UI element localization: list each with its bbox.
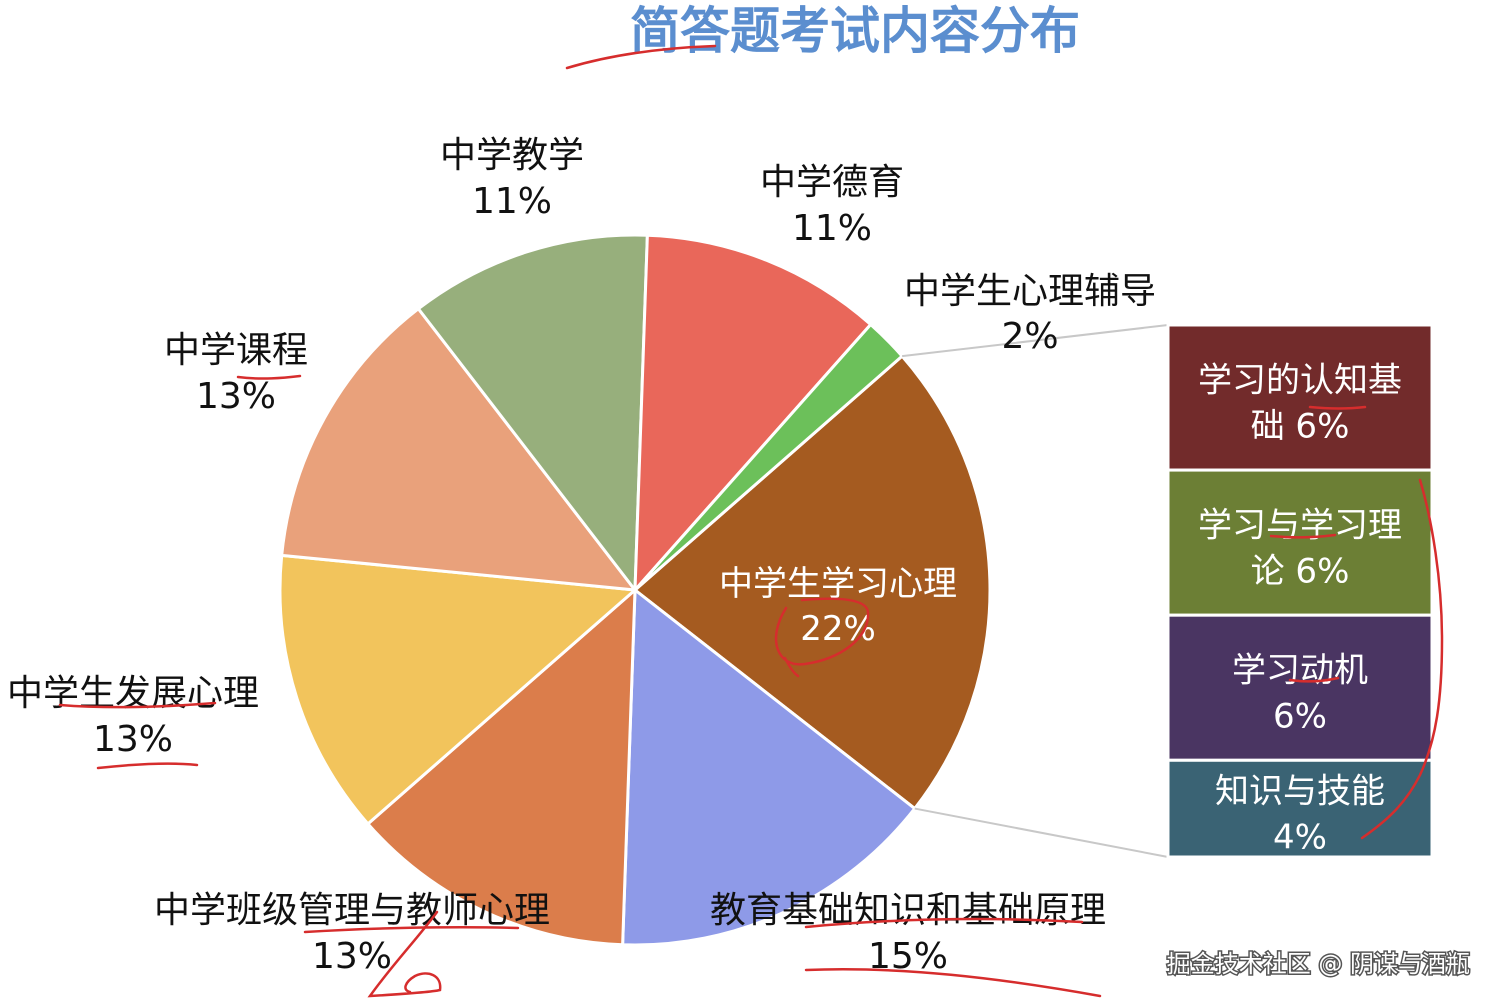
pie-slice-1 (621, 587, 917, 947)
annotation-stroke-0 (565, 44, 717, 70)
pie-slices (278, 233, 992, 947)
annotation-stroke-2 (58, 701, 217, 709)
slice-label-6: 中学德育 (760, 162, 904, 203)
pie-slice-0 (632, 354, 992, 811)
annotation-stroke-13 (1360, 478, 1444, 840)
pie-slice-3 (278, 553, 639, 826)
breakdown-segment-2 (1166, 613, 1434, 762)
slice-value-label-0: 22% (800, 609, 876, 649)
breakdown-segment-1 (1166, 468, 1434, 617)
pie-slice-4 (280, 306, 639, 592)
breakdown-label-2: 学习动机 (1232, 651, 1368, 691)
slice-label-0: 中学生学习心理 (719, 564, 957, 604)
slice-value-label-4: 13% (196, 376, 276, 417)
connector-top (901, 324, 1169, 358)
slice-value-label-5: 11% (472, 181, 552, 222)
breakdown-value-3: 4% (1273, 818, 1327, 858)
breakdown-value-2: 6% (1273, 697, 1327, 737)
slice-label-5: 中学教学 (440, 135, 584, 176)
breakdown-label-0: 学习的认知基 (1198, 361, 1402, 401)
annotation-stroke-7 (774, 597, 870, 666)
annotation-stroke-1 (236, 374, 302, 380)
slice-label-4: 中学课程 (164, 330, 308, 371)
slice-value-label-2: 13% (312, 936, 392, 977)
slice-value-label-7: 2% (1001, 316, 1058, 357)
annotation-stroke-12 (1308, 405, 1367, 410)
pie-slice-5 (416, 233, 649, 595)
breakdown-label-3: 知识与技能 (1215, 772, 1385, 812)
breakdown-connectors (901, 324, 1169, 858)
connector-bottom (914, 807, 1169, 858)
annotation-stroke-8 (783, 656, 800, 678)
slice-label-7: 中学生心理辅导 (904, 271, 1156, 312)
breakdown-segment-3 (1166, 758, 1434, 859)
annotation-stroke-3 (96, 762, 199, 770)
pie-slice-7 (633, 322, 905, 592)
breakdown-value-0: 础 6% (1251, 407, 1350, 447)
slice-value-label-3: 13% (93, 719, 173, 760)
pie-slice-6 (633, 233, 873, 595)
breakdown-value-1: 论 6% (1251, 552, 1350, 592)
annotation-stroke-4 (303, 925, 520, 934)
watermark-text: 掘金技术社区 @ 阴谋与酒瓶 (1167, 950, 1470, 978)
slice-labels: 中学生学习心理22%教育基础知识和基础原理15%中学班级管理与教师心理13%中学… (7, 135, 1156, 977)
chart-title: 简答题考试内容分布 (630, 2, 1080, 60)
annotation-stroke-11 (1288, 676, 1340, 683)
slice-label-2: 中学班级管理与教师心理 (154, 890, 550, 931)
slice-value-label-6: 11% (792, 208, 872, 249)
breakdown-label-1: 学习与学习理 (1198, 506, 1402, 546)
annotation-stroke-9 (367, 910, 442, 998)
annotation-stroke-5 (804, 917, 1084, 929)
slice-label-1: 教育基础知识和基础原理 (710, 890, 1106, 931)
annotation-stroke-10 (1269, 533, 1337, 539)
handwritten-annotations (58, 44, 1444, 998)
breakdown-segment-0 (1166, 323, 1434, 472)
annotation-stroke-6 (804, 967, 1102, 998)
pie-slice-2 (365, 586, 637, 947)
